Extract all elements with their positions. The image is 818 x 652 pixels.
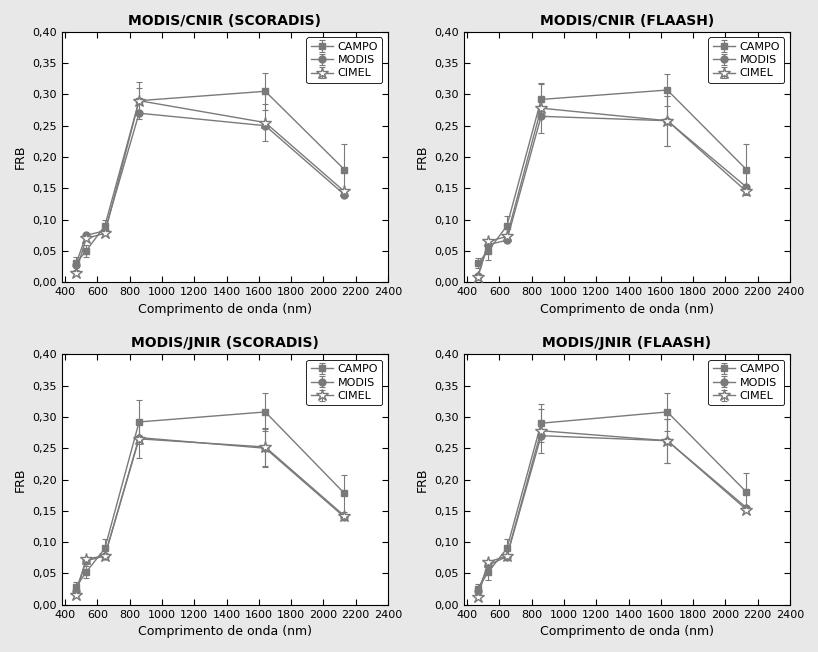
- Y-axis label: FRB: FRB: [14, 467, 27, 492]
- Title: MODIS/JNIR (SCORADIS): MODIS/JNIR (SCORADIS): [131, 336, 319, 350]
- X-axis label: Comprimento de onda (nm): Comprimento de onda (nm): [138, 303, 312, 316]
- X-axis label: Comprimento de onda (nm): Comprimento de onda (nm): [540, 625, 714, 638]
- Y-axis label: FRB: FRB: [14, 145, 27, 170]
- Legend: CAMPO, MODIS, CIMEL: CAMPO, MODIS, CIMEL: [708, 37, 784, 83]
- X-axis label: Comprimento de onda (nm): Comprimento de onda (nm): [138, 625, 312, 638]
- Title: MODIS/CNIR (SCORADIS): MODIS/CNIR (SCORADIS): [128, 14, 321, 28]
- X-axis label: Comprimento de onda (nm): Comprimento de onda (nm): [540, 303, 714, 316]
- Title: MODIS/JNIR (FLAASH): MODIS/JNIR (FLAASH): [542, 336, 712, 350]
- Legend: CAMPO, MODIS, CIMEL: CAMPO, MODIS, CIMEL: [306, 37, 382, 83]
- Y-axis label: FRB: FRB: [416, 467, 429, 492]
- Legend: CAMPO, MODIS, CIMEL: CAMPO, MODIS, CIMEL: [306, 360, 382, 406]
- Title: MODIS/CNIR (FLAASH): MODIS/CNIR (FLAASH): [540, 14, 714, 28]
- Legend: CAMPO, MODIS, CIMEL: CAMPO, MODIS, CIMEL: [708, 360, 784, 406]
- Y-axis label: FRB: FRB: [416, 145, 429, 170]
